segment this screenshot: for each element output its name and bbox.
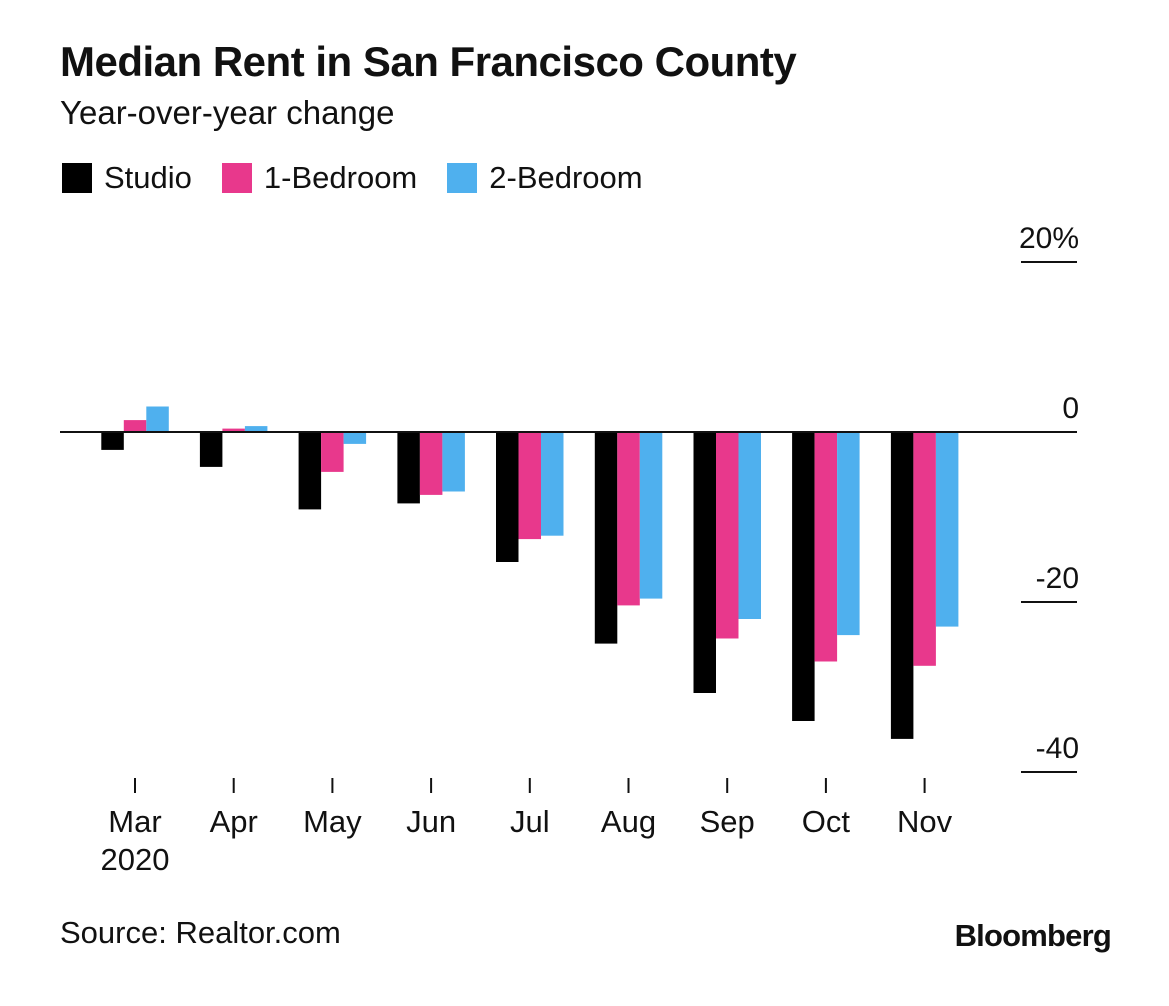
x-tick-sublabel: 2020: [101, 842, 170, 877]
bar-2-bedroom-jun: [442, 432, 465, 492]
bar-studio-mar: [101, 432, 124, 450]
bar-studio-oct: [792, 432, 815, 721]
bar-2-bedroom-apr: [244, 426, 268, 432]
bar-2-bedroom-aug: [639, 432, 663, 599]
bar-1-bedroom-jun: [419, 432, 443, 495]
legend-item-studio: Studio: [62, 160, 192, 196]
legend-item-2-bedroom: 2-Bedroom: [447, 160, 643, 196]
x-tick-label: May: [303, 804, 362, 839]
legend-swatch-1-bedroom: [221, 163, 252, 193]
y-tick-label: 20%: [1019, 222, 1079, 255]
bar-studio-jul: [496, 432, 519, 562]
bar-2-bedroom-jul: [541, 432, 564, 536]
bar-1-bedroom-oct: [814, 432, 838, 662]
bar-studio-may: [298, 432, 322, 510]
legend-item-1-bedroom: 1-Bedroom: [221, 160, 418, 196]
bar-1-bedroom-sep: [716, 432, 739, 639]
x-tick-label: Jul: [510, 804, 550, 839]
bar-studio-jun: [397, 432, 420, 504]
bar-studio-apr: [199, 432, 223, 467]
legend: Studio 1-Bedroom 2-Bedroom: [62, 160, 673, 196]
bar-2-bedroom-nov: [935, 432, 959, 627]
bar-studio-aug: [594, 432, 618, 644]
bar-1-bedroom-may: [321, 432, 344, 472]
bar-1-bedroom-nov: [913, 432, 936, 666]
bar-studio-nov: [890, 432, 914, 739]
bar-2-bedroom-mar: [146, 406, 169, 432]
bar-1-bedroom-jul: [518, 432, 541, 540]
chart-title: Median Rent in San Francisco County: [60, 38, 797, 85]
y-tick-label: -40: [1036, 732, 1079, 765]
legend-swatch-studio: [62, 163, 92, 193]
x-tick-label: Mar: [108, 804, 161, 839]
x-tick-label: Aug: [601, 804, 656, 839]
bar-1-bedroom-aug: [617, 432, 640, 606]
bloomberg-logo: Bloomberg: [954, 918, 1112, 953]
bar-1-bedroom-apr: [222, 428, 245, 432]
x-tick-label: Oct: [802, 804, 851, 839]
bar-studio-sep: [693, 432, 716, 693]
source-note: Source: Realtor.com: [60, 915, 341, 950]
bar-2-bedroom-may: [343, 432, 367, 444]
legend-swatch-2-bedroom: [447, 163, 478, 193]
chart-subtitle: Year-over-year change: [60, 94, 395, 131]
x-tick-label: Jun: [406, 804, 456, 839]
legend-label-1-bedroom: 1-Bedroom: [263, 160, 418, 195]
y-tick-label: -20: [1036, 562, 1079, 595]
legend-label-studio: Studio: [104, 160, 192, 195]
x-tick-label: Apr: [210, 804, 258, 839]
bar-1-bedroom-mar: [123, 420, 147, 432]
legend-label-2-bedroom: 2-Bedroom: [489, 160, 643, 195]
y-tick-label: 0: [1062, 392, 1079, 425]
x-tick-label: Nov: [897, 804, 953, 839]
bar-2-bedroom-sep: [738, 432, 761, 619]
bar-2-bedroom-oct: [837, 432, 860, 636]
x-tick-label: Sep: [700, 804, 755, 839]
